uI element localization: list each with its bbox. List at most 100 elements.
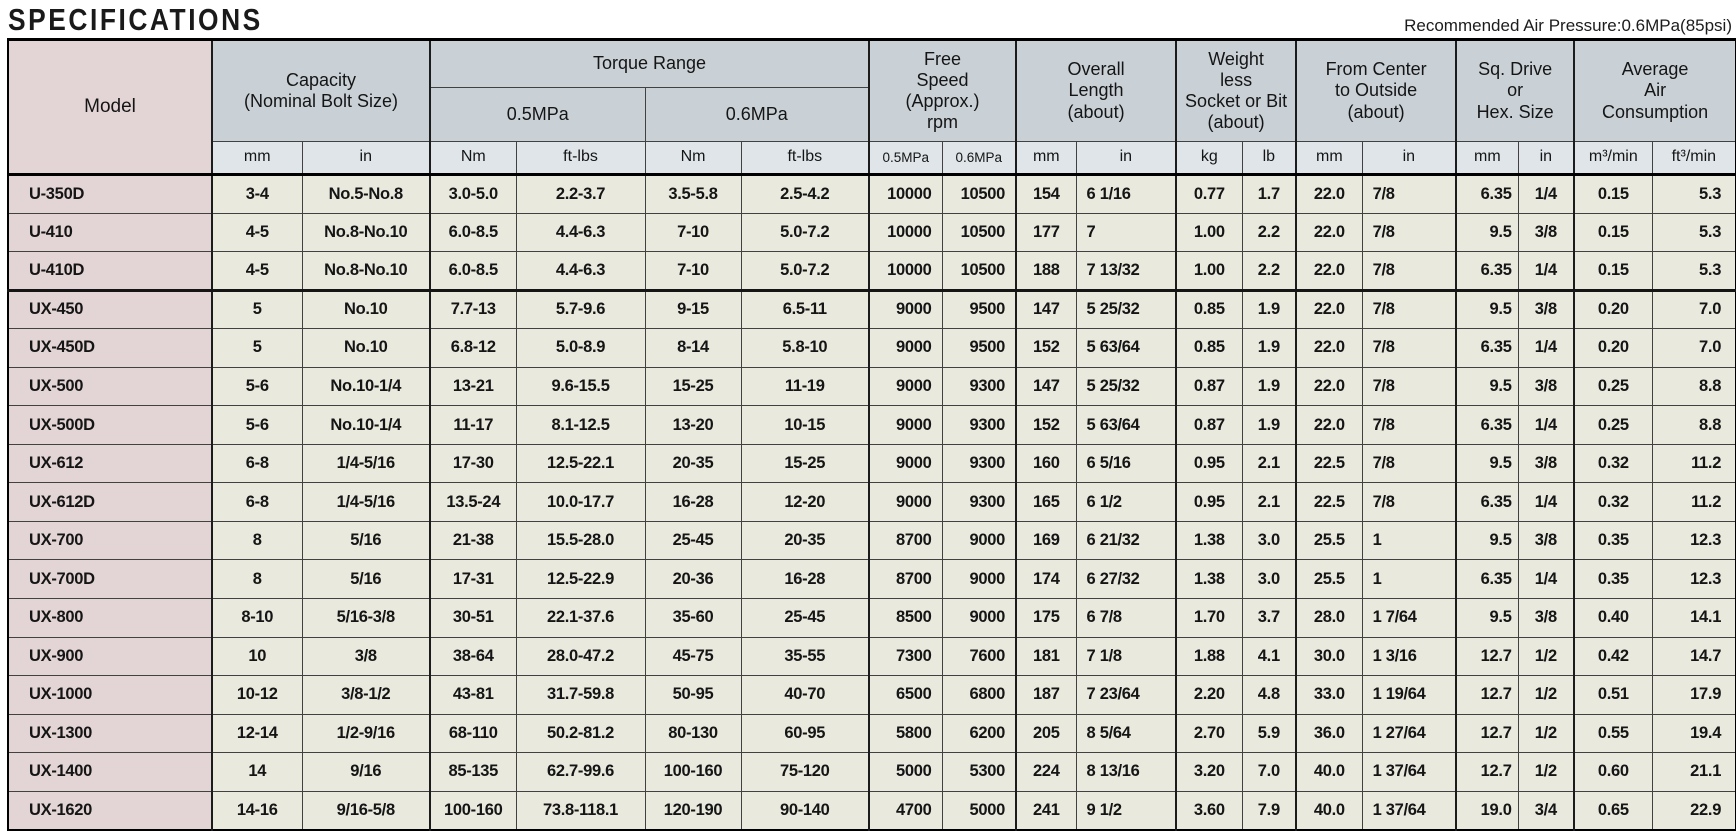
unit-sqdrive-mm: mm — [1455, 141, 1519, 176]
value-cell: 5.3 — [1651, 212, 1736, 253]
value-cell: 6.0-8.5 — [429, 212, 517, 253]
model-cell: UX-700D — [7, 559, 213, 600]
value-cell: 11-17 — [429, 405, 517, 445]
value-cell: No.8-No.10 — [301, 212, 431, 253]
value-cell: 9500 — [941, 328, 1017, 368]
value-cell: No.10 — [301, 328, 431, 368]
table-row: UX-1620 14-16 9/16-5/8 100-160 73.8-118.1 120… — [7, 790, 1736, 831]
table-row: UX-500 5-6 No.10-1/4 13-21 9.6-15.5 15-25 11-1… — [7, 366, 1736, 407]
value-cell: 1 37/64 — [1361, 790, 1457, 831]
model-cell: UX-1400 — [7, 752, 213, 792]
value-cell: 3/8-1/2 — [301, 675, 431, 715]
value-cell: 1/4-5/16 — [301, 443, 431, 484]
value-cell: 7/8 — [1361, 251, 1457, 292]
value-cell: 5/16 — [301, 520, 431, 561]
value-cell: 177 — [1015, 212, 1077, 253]
unit-air-ft3min: ft³/min — [1651, 141, 1736, 176]
value-cell: 15.5-28.0 — [515, 520, 646, 561]
value-cell: 2.2 — [1241, 251, 1297, 292]
value-cell: 19.0 — [1455, 790, 1519, 831]
value-cell: 8 5/64 — [1075, 713, 1177, 754]
value-cell: 12-20 — [740, 482, 870, 522]
value-cell: 10-15 — [740, 405, 870, 445]
value-cell: 0.85 — [1175, 289, 1243, 330]
value-cell: 73.8-118.1 — [515, 790, 646, 831]
value-cell: 3-4 — [211, 174, 303, 214]
table-row: UX-450D 5 No.10 6.8-12 5.0-8.9 8-14 5.8-10 9000… — [7, 328, 1736, 368]
value-cell: 22.0 — [1295, 328, 1363, 368]
group-header-air-consumption: Average Air Consumption — [1573, 39, 1736, 142]
unit-speed-06mpa: 0.6MPa — [941, 141, 1017, 176]
value-cell: 12.7 — [1455, 636, 1519, 677]
value-cell: 6 1/2 — [1075, 482, 1177, 522]
value-cell: 1.00 — [1175, 251, 1243, 292]
value-cell: 0.51 — [1573, 675, 1653, 715]
value-cell: 169 — [1015, 520, 1077, 561]
value-cell: 8-10 — [211, 598, 303, 638]
value-cell: 75-120 — [740, 752, 870, 792]
value-cell: 5.8-10 — [740, 328, 870, 368]
value-cell: No.5-No.8 — [301, 174, 431, 214]
value-cell: 1/4 — [1517, 559, 1575, 600]
value-cell: 3/8 — [1517, 443, 1575, 484]
unit-torque05-ftlbs: ft-lbs — [515, 141, 646, 176]
page-header: SPECIFICATIONS Recommended Air Pressure:… — [0, 0, 1736, 38]
value-cell: 1.88 — [1175, 636, 1243, 677]
value-cell: No.10-1/4 — [301, 405, 431, 445]
value-cell: 3.0-5.0 — [429, 174, 517, 214]
value-cell: 0.87 — [1175, 366, 1243, 407]
model-cell: UX-1300 — [7, 713, 213, 754]
value-cell: 30.0 — [1295, 636, 1363, 677]
value-cell: 7.0 — [1241, 752, 1297, 792]
value-cell: 1/2-9/16 — [301, 713, 431, 754]
model-cell: UX-800 — [7, 598, 213, 638]
unit-sqdrive-in: in — [1517, 141, 1575, 176]
value-cell: 10000 — [868, 212, 943, 253]
value-cell: 3/8 — [1517, 212, 1575, 253]
value-cell: 1/2 — [1517, 675, 1575, 715]
group-header-sq-drive: Sq. Drive or Hex. Size — [1455, 39, 1575, 142]
value-cell: 13-21 — [429, 366, 517, 407]
value-cell: 9000 — [941, 559, 1017, 600]
value-cell: 5/16-3/8 — [301, 598, 431, 638]
value-cell: 5000 — [941, 790, 1017, 831]
value-cell: 1/4 — [1517, 251, 1575, 292]
value-cell: 9.5 — [1455, 289, 1519, 330]
value-cell: 17-30 — [429, 443, 517, 484]
table-row: UX-900 10 3/8 38-64 28.0-47.2 45-75 35-55 7300 7… — [7, 636, 1736, 677]
value-cell: 5300 — [941, 752, 1017, 792]
value-cell: 147 — [1015, 366, 1077, 407]
value-cell: 22.0 — [1295, 212, 1363, 253]
value-cell: 10 — [211, 636, 303, 677]
value-cell: 175 — [1015, 598, 1077, 638]
value-cell: 9300 — [941, 366, 1017, 407]
value-cell: 7/8 — [1361, 443, 1457, 484]
value-cell: 0.95 — [1175, 443, 1243, 484]
value-cell: 9.6-15.5 — [515, 366, 646, 407]
value-cell: 0.87 — [1175, 405, 1243, 445]
value-cell: 4.1 — [1241, 636, 1297, 677]
value-cell: 8.8 — [1651, 405, 1736, 445]
table-row: UX-800 8-10 5/16-3/8 30-51 22.1-37.6 35-60 25-… — [7, 598, 1736, 638]
value-cell: 5 63/64 — [1075, 328, 1177, 368]
value-cell: 22.5 — [1295, 482, 1363, 522]
value-cell: 10000 — [868, 251, 943, 292]
value-cell: 7.0 — [1651, 289, 1736, 330]
value-cell: 1.9 — [1241, 328, 1297, 368]
value-cell: 11.2 — [1651, 482, 1736, 522]
value-cell: 7.7-13 — [429, 289, 517, 330]
value-cell: 9 1/2 — [1075, 790, 1177, 831]
value-cell: 43-81 — [429, 675, 517, 715]
value-cell: 9000 — [941, 520, 1017, 561]
value-cell: 1 3/16 — [1361, 636, 1457, 677]
value-cell: 6 21/32 — [1075, 520, 1177, 561]
value-cell: 7/8 — [1361, 328, 1457, 368]
value-cell: 17-31 — [429, 559, 517, 600]
value-cell: 187 — [1015, 675, 1077, 715]
value-cell: 15-25 — [644, 366, 742, 407]
value-cell: 13.5-24 — [429, 482, 517, 522]
value-cell: 28.0 — [1295, 598, 1363, 638]
value-cell: 5 — [211, 289, 303, 330]
value-cell: 19.4 — [1651, 713, 1736, 754]
value-cell: 22.0 — [1295, 251, 1363, 292]
